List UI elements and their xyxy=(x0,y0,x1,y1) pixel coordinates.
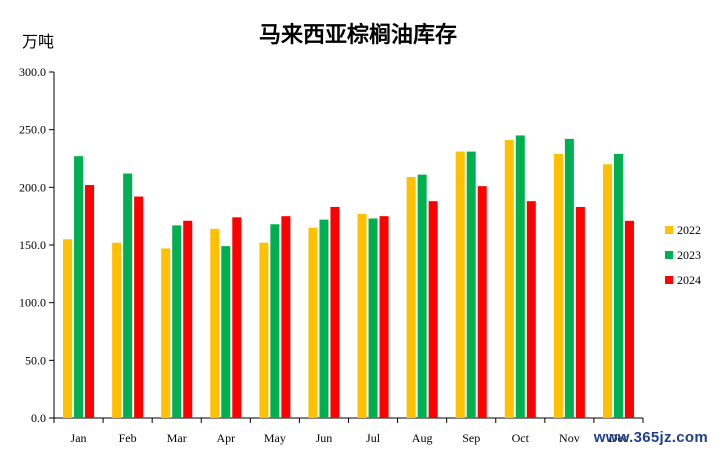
bar-2024 xyxy=(232,217,242,418)
x-tick-label: Jun xyxy=(316,431,333,445)
bar-2024 xyxy=(379,216,389,418)
bar-2024 xyxy=(134,196,144,418)
x-tick-label: Mar xyxy=(167,431,187,445)
bar-2023 xyxy=(270,224,280,418)
legend-swatch-2023 xyxy=(665,251,673,259)
bar-2024 xyxy=(575,206,585,418)
bar-2023 xyxy=(466,151,476,418)
bar-2023 xyxy=(515,135,525,418)
x-tick-label: Dec xyxy=(609,431,628,445)
chart-title: 马来西亚棕榈油库存 xyxy=(259,22,457,48)
x-tick-label: Aug xyxy=(412,431,433,445)
x-tick-label: Jan xyxy=(71,431,87,445)
bar-2022 xyxy=(553,153,563,419)
bar-2023 xyxy=(319,219,329,418)
y-tick-label: 250.0 xyxy=(19,123,46,137)
bar-2022 xyxy=(308,227,318,418)
bar-2024 xyxy=(183,220,193,418)
bar-2022 xyxy=(63,239,73,418)
x-tick-label: Sep xyxy=(462,431,480,445)
legend: 2022 2023 2024 xyxy=(665,223,701,287)
bar-2022 xyxy=(161,248,171,418)
y-tick-label: 150.0 xyxy=(19,238,46,252)
y-axis-unit-label: 万吨 xyxy=(22,32,54,51)
bar-2023 xyxy=(368,218,378,418)
x-tick-label: Jul xyxy=(366,431,381,445)
y-tick-label: 300.0 xyxy=(19,65,46,79)
bar-2023 xyxy=(417,174,427,418)
bar-2023 xyxy=(613,153,623,419)
bar-2022 xyxy=(112,242,122,418)
legend-swatch-2024 xyxy=(665,276,673,284)
y-tick-label: 100.0 xyxy=(19,296,46,310)
x-tick-label: Feb xyxy=(119,431,137,445)
bar-2022 xyxy=(406,176,416,418)
legend-swatch-2022 xyxy=(665,226,673,234)
bar-2023 xyxy=(123,173,133,418)
x-tick-label: Oct xyxy=(512,431,530,445)
watermark: www.365jz.com xyxy=(593,429,708,446)
bar-2022 xyxy=(357,213,367,418)
bar-2022 xyxy=(259,242,269,418)
plot-area: 0.0 50.0 100.0 150.0 200.0 250.0 300.0 Jan Feb Ma… xyxy=(19,65,644,445)
bar-2023 xyxy=(221,246,231,418)
y-tick-label: 50.0 xyxy=(25,353,46,367)
bar-2024 xyxy=(477,186,487,418)
bar-2023 xyxy=(564,138,574,419)
bar-2022 xyxy=(602,164,612,418)
bar-2024 xyxy=(330,206,340,418)
legend-label-2022: 2022 xyxy=(677,223,701,237)
bar-2024 xyxy=(428,201,438,418)
x-tick-label: Nov xyxy=(559,431,580,445)
y-tick-label: 0.0 xyxy=(31,411,46,425)
y-tick-label: 200.0 xyxy=(19,180,46,194)
x-tick-label: Apr xyxy=(216,431,235,445)
bar-2023 xyxy=(74,156,84,418)
bar-2024 xyxy=(526,201,536,418)
bar-2022 xyxy=(504,140,514,418)
x-tick-label: May xyxy=(264,431,286,445)
bar-2023 xyxy=(172,225,182,418)
bar-2024 xyxy=(281,216,291,418)
legend-label-2024: 2024 xyxy=(677,273,701,287)
bar-2024 xyxy=(85,185,95,418)
bar-2022 xyxy=(455,151,465,418)
legend-label-2023: 2023 xyxy=(677,248,701,262)
bar-2024 xyxy=(624,220,634,418)
bar-2022 xyxy=(210,228,220,418)
